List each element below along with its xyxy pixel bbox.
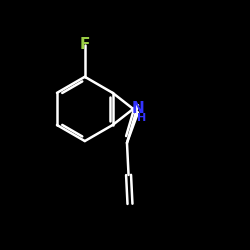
Text: N: N: [132, 102, 144, 116]
Text: H: H: [137, 113, 146, 123]
Text: F: F: [80, 37, 90, 52]
